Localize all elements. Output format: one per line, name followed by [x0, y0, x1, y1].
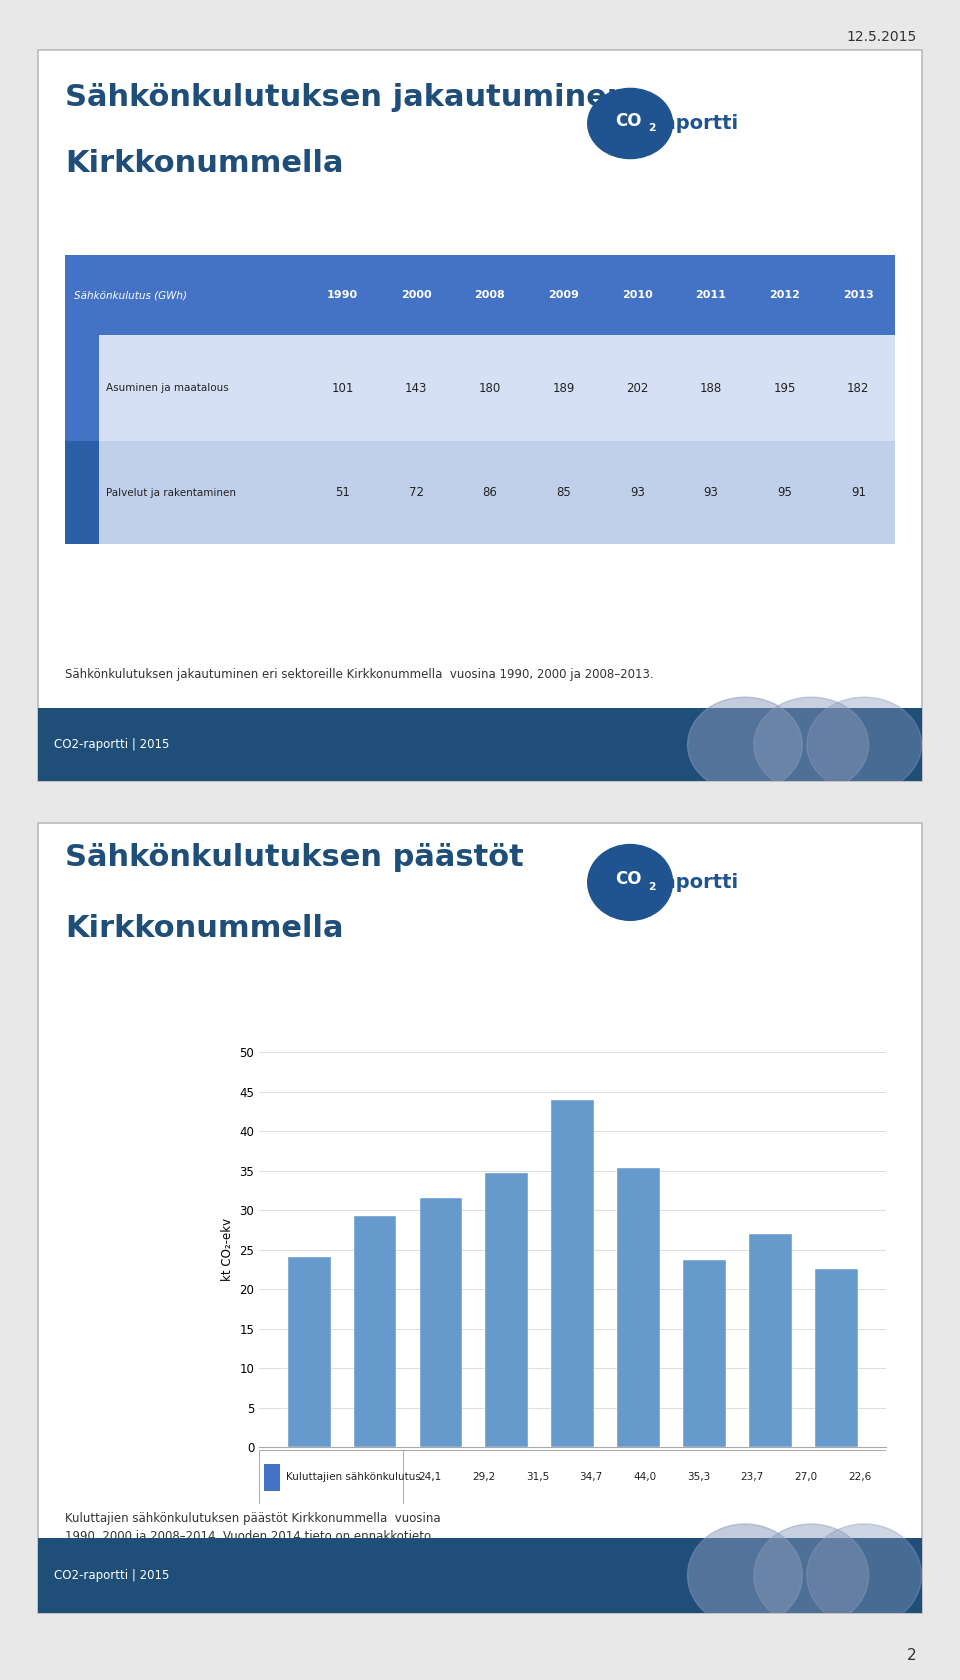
Text: 85: 85: [556, 486, 571, 499]
Text: 1990: 1990: [327, 291, 358, 301]
Text: 143: 143: [405, 381, 427, 395]
Bar: [264, 1463, 280, 1490]
Y-axis label: kt CO₂-ekv: kt CO₂-ekv: [221, 1218, 234, 1282]
Text: 34,7: 34,7: [580, 1472, 603, 1482]
Text: 27,0: 27,0: [794, 1472, 817, 1482]
Circle shape: [806, 1524, 922, 1626]
Circle shape: [588, 845, 673, 921]
Text: 2012: 2012: [769, 291, 800, 301]
Bar: [65, 255, 895, 336]
Text: 72: 72: [409, 486, 423, 499]
Text: 2009: 2009: [548, 291, 579, 301]
Text: 86: 86: [483, 486, 497, 499]
Text: 2: 2: [648, 882, 656, 892]
Text: 189: 189: [552, 381, 575, 395]
Text: 91: 91: [851, 486, 866, 499]
Text: 35,3: 35,3: [686, 1472, 710, 1482]
Text: CO: CO: [614, 111, 641, 129]
Text: 12.5.2015: 12.5.2015: [847, 30, 917, 44]
Bar: [353, 1216, 396, 1446]
Text: 2: 2: [648, 123, 656, 133]
Circle shape: [687, 697, 803, 793]
Text: 23,7: 23,7: [740, 1472, 764, 1482]
Text: Asuminen ja maatalous: Asuminen ja maatalous: [106, 383, 228, 393]
Text: 180: 180: [479, 381, 501, 395]
Bar: [65, 442, 99, 544]
Text: Kirkkonummella: Kirkkonummella: [65, 150, 344, 178]
Text: Kirkkonummella: Kirkkonummella: [65, 914, 344, 942]
Bar: [617, 1168, 660, 1446]
Bar: [38, 707, 922, 781]
Bar: [38, 1537, 922, 1613]
Bar: [65, 442, 895, 544]
Text: 195: 195: [774, 381, 796, 395]
Circle shape: [754, 1524, 869, 1626]
Text: 2013: 2013: [843, 291, 874, 301]
Text: CO2-raportti | 2015: CO2-raportti | 2015: [55, 1569, 170, 1583]
Bar: [288, 1257, 330, 1446]
Text: 2010: 2010: [622, 291, 653, 301]
Bar: [684, 1260, 726, 1446]
Text: 22,6: 22,6: [848, 1472, 871, 1482]
Text: 2: 2: [907, 1648, 917, 1663]
Text: raportti: raportti: [654, 114, 738, 133]
Text: 44,0: 44,0: [634, 1472, 657, 1482]
Text: CO: CO: [614, 870, 641, 889]
Text: 93: 93: [630, 486, 645, 499]
Text: 95: 95: [778, 486, 792, 499]
Text: Sähkönkulutuksen päästöt: Sähkönkulutuksen päästöt: [65, 843, 523, 872]
Text: Kuluttajien sähkönkulutuksen päästöt Kirkkonummella  vuosina
1990, 2000 ja 2008–: Kuluttajien sähkönkulutuksen päästöt Kir…: [65, 1512, 441, 1542]
Bar: [551, 1100, 594, 1446]
Bar: [749, 1233, 792, 1446]
Bar: [65, 336, 99, 442]
Text: 202: 202: [626, 381, 648, 395]
Text: 101: 101: [331, 381, 353, 395]
Text: Kuluttajien sähkönkulutus: Kuluttajien sähkönkulutus: [285, 1472, 420, 1482]
Text: Sähkönkulutus (GWh): Sähkönkulutus (GWh): [74, 291, 187, 301]
Text: Sähkönkulutuksen jakautuminen: Sähkönkulutuksen jakautuminen: [65, 84, 629, 113]
Text: 2008: 2008: [474, 291, 505, 301]
Bar: [486, 1173, 528, 1446]
Bar: [65, 336, 895, 442]
Text: 2000: 2000: [401, 291, 431, 301]
Bar: [420, 1198, 463, 1446]
Circle shape: [588, 89, 673, 158]
Text: 182: 182: [847, 381, 870, 395]
Circle shape: [754, 697, 869, 793]
Text: 51: 51: [335, 486, 350, 499]
Text: 2011: 2011: [695, 291, 727, 301]
Text: raportti: raportti: [654, 874, 738, 892]
Bar: [815, 1268, 858, 1446]
Circle shape: [806, 697, 922, 793]
Text: 31,5: 31,5: [526, 1472, 549, 1482]
Circle shape: [687, 1524, 803, 1626]
Text: CO2-raportti | 2015: CO2-raportti | 2015: [55, 738, 170, 751]
Text: Palvelut ja rakentaminen: Palvelut ja rakentaminen: [106, 487, 236, 497]
Text: Sähkönkulutuksen jakautuminen eri sektoreille Kirkkonummella  vuosina 1990, 2000: Sähkönkulutuksen jakautuminen eri sektor…: [65, 669, 654, 680]
Text: 93: 93: [704, 486, 718, 499]
Text: 29,2: 29,2: [472, 1472, 495, 1482]
Text: 24,1: 24,1: [419, 1472, 442, 1482]
Text: 188: 188: [700, 381, 722, 395]
